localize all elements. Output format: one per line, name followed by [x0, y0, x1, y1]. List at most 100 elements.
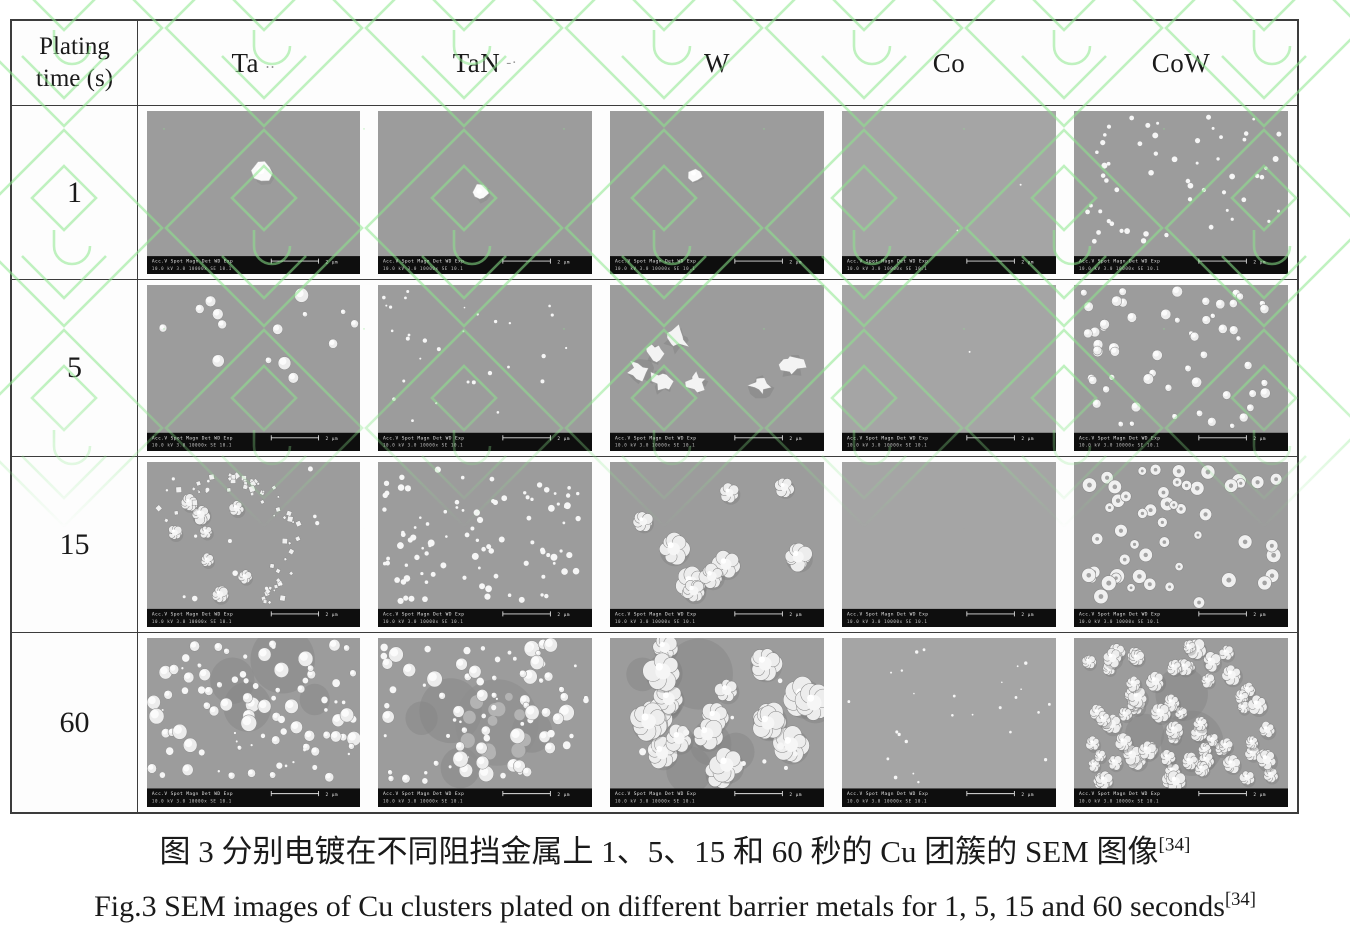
caption-english: Fig.3 SEM images of Cu clusters plated o… [0, 889, 1350, 924]
svg-text:Acc.V Spot Magn Det WD E: Acc.V Spot Magn Det WD Exp [383, 259, 464, 265]
caption-english-text: Fig.3 SEM images of Cu clusters plated o… [94, 890, 1225, 923]
svg-text:Acc.V Spot Magn Det WD E: Acc.V Spot Magn Det WD Exp [1079, 611, 1160, 617]
svg-text:Acc.V Spot Magn Det WD E: Acc.V Spot Magn Det WD Exp [847, 435, 928, 441]
svg-text:10.0 kV 3.0 10000x SE 10.1: 10.0 kV 3.0 10000x SE 10.1 [847, 799, 927, 804]
svg-text:2 μm: 2 μm [1253, 792, 1266, 798]
column-header-tan: TaN -· [369, 21, 601, 105]
svg-text:2 μm: 2 μm [789, 612, 802, 618]
sem-image-ta-15s: Acc.V Spot Magn Det WD Exp 10.0 kV 3.0 10… [147, 462, 360, 627]
corner-header-line1: Plating [39, 32, 110, 60]
svg-text:10.0 kV 3.0 10000x SE 10.1: 10.0 kV 3.0 10000x SE 10.1 [1079, 619, 1159, 624]
sem-image-w-5s: Acc.V Spot Magn Det WD Exp 10.0 kV 3.0 10… [610, 285, 824, 451]
svg-text:Acc.V Spot Magn Det WD E: Acc.V Spot Magn Det WD Exp [152, 435, 233, 441]
sem-cell-tan-15s: Acc.V Spot Magn Det WD Exp 10.0 kV 3.0 10… [369, 456, 601, 632]
svg-text:2 μm: 2 μm [1021, 612, 1034, 618]
column-header-co: Co [833, 21, 1065, 105]
svg-text:2 μm: 2 μm [557, 792, 570, 798]
sem-image-ta-5s: Acc.V Spot Magn Det WD Exp 10.0 kV 3.0 10… [147, 285, 360, 451]
sem-cell-ta-1s: Acc.V Spot Magn Det WD Exp 10.0 kV 3.0 10… [137, 105, 369, 279]
svg-text:2 μm: 2 μm [1253, 436, 1266, 442]
svg-text:2 μm: 2 μm [1021, 792, 1034, 798]
svg-text:10.0 kV 3.0 10000x SE 10.1: 10.0 kV 3.0 10000x SE 10.1 [383, 799, 463, 804]
sem-cell-cow-15s: Acc.V Spot Magn Det WD Exp 10.0 kV 3.0 10… [1065, 456, 1297, 632]
sem-cell-cow-1s: Acc.V Spot Magn Det WD Exp 10.0 kV 3.0 10… [1065, 105, 1297, 279]
svg-text:Acc.V Spot Magn Det WD E: Acc.V Spot Magn Det WD Exp [383, 435, 464, 441]
svg-text:10.0 kV 3.0 10000x SE 10.1: 10.0 kV 3.0 10000x SE 10.1 [383, 619, 463, 624]
sem-cell-co-5s: Acc.V Spot Magn Det WD Exp 10.0 kV 3.0 10… [833, 279, 1065, 456]
svg-text:10.0 kV 3.0 10000x SE 10.1: 10.0 kV 3.0 10000x SE 10.1 [615, 799, 695, 804]
row-header-5s: 5 [12, 279, 137, 456]
svg-text:Acc.V Spot Magn Det WD E: Acc.V Spot Magn Det WD Exp [152, 611, 233, 617]
sem-cell-w-60s: Acc.V Spot Magn Det WD Exp 10.0 kV 3.0 10… [601, 632, 833, 812]
sem-image-w-60s: Acc.V Spot Magn Det WD Exp 10.0 kV 3.0 10… [610, 638, 824, 807]
sem-image-tan-5s: Acc.V Spot Magn Det WD Exp 10.0 kV 3.0 10… [378, 285, 592, 451]
corner-header-plating-time: Plating time (s) [12, 21, 137, 105]
row-label: 15 [59, 527, 90, 561]
sem-cell-w-15s: Acc.V Spot Magn Det WD Exp 10.0 kV 3.0 10… [601, 456, 833, 632]
svg-text:2 μm: 2 μm [557, 436, 570, 442]
svg-text:Acc.V Spot Magn Det WD E: Acc.V Spot Magn Det WD Exp [615, 435, 696, 441]
svg-text:10.0 kV 3.0 10000x SE 10.1: 10.0 kV 3.0 10000x SE 10.1 [383, 266, 463, 271]
svg-text:2 μm: 2 μm [325, 792, 337, 798]
sem-image-co-60s: Acc.V Spot Magn Det WD Exp 10.0 kV 3.0 10… [842, 638, 1056, 807]
sem-cell-w-5s: Acc.V Spot Magn Det WD Exp 10.0 kV 3.0 10… [601, 279, 833, 456]
caption-chinese: 图 3 分别电镀在不同阻挡金属上 1、5、15 和 60 秒的 Cu 团簇的 S… [0, 826, 1350, 871]
svg-text:10.0 kV 3.0 10000x SE 10.1: 10.0 kV 3.0 10000x SE 10.1 [152, 799, 232, 804]
sem-image-tan-60s: Acc.V Spot Magn Det WD Exp 10.0 kV 3.0 10… [378, 638, 592, 807]
svg-text:2 μm: 2 μm [789, 436, 802, 442]
figure-table: Plating time (s) Ta ‥ TaN -· W Co CoW 1 … [10, 19, 1299, 814]
sem-cell-ta-60s: Acc.V Spot Magn Det WD Exp 10.0 kV 3.0 10… [137, 632, 369, 812]
svg-text:2 μm: 2 μm [557, 259, 570, 265]
corner-header-line2: time (s) [35, 65, 114, 92]
svg-text:2 μm: 2 μm [1021, 259, 1034, 265]
caption-english-reference: [34] [1224, 889, 1256, 910]
svg-text:2 μm: 2 μm [1021, 436, 1034, 442]
caption-chinese-text: 图 3 分别电镀在不同阻挡金属上 1、5、15 和 60 秒的 Cu 团簇的 S… [159, 834, 1159, 869]
svg-text:2 μm: 2 μm [1253, 612, 1266, 618]
svg-text:10.0 kV 3.0 10000x SE 10.1: 10.0 kV 3.0 10000x SE 10.1 [847, 619, 927, 624]
sem-image-ta-60s: Acc.V Spot Magn Det WD Exp 10.0 kV 3.0 10… [147, 638, 360, 807]
svg-text:10.0 kV 3.0 10000x SE 10.1: 10.0 kV 3.0 10000x SE 10.1 [847, 443, 927, 448]
sem-cell-tan-5s: Acc.V Spot Magn Det WD Exp 10.0 kV 3.0 10… [369, 279, 601, 456]
svg-text:Acc.V Spot Magn Det WD E: Acc.V Spot Magn Det WD Exp [383, 611, 464, 617]
caption-chinese-reference: [34] [1158, 834, 1191, 856]
svg-text:Acc.V Spot Magn Det WD E: Acc.V Spot Magn Det WD Exp [152, 791, 233, 797]
sem-image-cow-60s: Acc.V Spot Magn Det WD Exp 10.0 kV 3.0 10… [1074, 638, 1288, 807]
svg-text:10.0 kV 3.0 10000x SE 10.1: 10.0 kV 3.0 10000x SE 10.1 [615, 619, 695, 624]
svg-text:2 μm: 2 μm [789, 792, 802, 798]
scan-artifact-mark: ‥ [265, 55, 276, 72]
svg-text:Acc.V Spot Magn Det WD E: Acc.V Spot Magn Det WD Exp [152, 259, 233, 265]
column-header-label: CoW [1151, 47, 1211, 78]
sem-image-co-15s: Acc.V Spot Magn Det WD Exp 10.0 kV 3.0 10… [842, 462, 1056, 627]
svg-text:10.0 kV 3.0 10000x SE 10.1: 10.0 kV 3.0 10000x SE 10.1 [152, 266, 232, 271]
row-label: 1 [67, 175, 82, 209]
sem-image-cow-15s: Acc.V Spot Magn Det WD Exp 10.0 kV 3.0 10… [1074, 462, 1288, 627]
row-header-15s: 15 [12, 456, 137, 632]
sem-cell-co-15s: Acc.V Spot Magn Det WD Exp 10.0 kV 3.0 10… [833, 456, 1065, 632]
svg-text:Acc.V Spot Magn Det WD E: Acc.V Spot Magn Det WD Exp [1079, 259, 1160, 265]
row-label: 5 [67, 351, 82, 384]
svg-text:2 μm: 2 μm [789, 259, 802, 265]
sem-cell-tan-60s: Acc.V Spot Magn Det WD Exp 10.0 kV 3.0 10… [369, 632, 601, 812]
sem-cell-co-1s: Acc.V Spot Magn Det WD Exp 10.0 kV 3.0 10… [833, 105, 1065, 279]
column-header-ta: Ta ‥ [137, 21, 369, 105]
sem-cell-co-60s: Acc.V Spot Magn Det WD Exp 10.0 kV 3.0 10… [833, 632, 1065, 812]
svg-text:10.0 kV 3.0 10000x SE 10.1: 10.0 kV 3.0 10000x SE 10.1 [1079, 799, 1159, 804]
sem-image-tan-15s: Acc.V Spot Magn Det WD Exp 10.0 kV 3.0 10… [378, 462, 592, 627]
sem-cell-w-1s: Acc.V Spot Magn Det WD Exp 10.0 kV 3.0 10… [601, 105, 833, 279]
sem-cell-cow-5s: Acc.V Spot Magn Det WD Exp 10.0 kV 3.0 10… [1065, 279, 1297, 456]
svg-text:10.0 kV 3.0 10000x SE 10.1: 10.0 kV 3.0 10000x SE 10.1 [152, 443, 232, 448]
svg-text:Acc.V Spot Magn Det WD E: Acc.V Spot Magn Det WD Exp [1079, 435, 1160, 441]
column-header-label: Ta [231, 47, 260, 78]
sem-cell-ta-5s: Acc.V Spot Magn Det WD Exp 10.0 kV 3.0 10… [137, 279, 369, 456]
svg-text:Acc.V Spot Magn Det WD E: Acc.V Spot Magn Det WD Exp [615, 259, 696, 265]
svg-text:Acc.V Spot Magn Det WD E: Acc.V Spot Magn Det WD Exp [847, 259, 928, 265]
row-header-1s: 1 [12, 105, 137, 279]
svg-text:Acc.V Spot Magn Det WD E: Acc.V Spot Magn Det WD Exp [847, 611, 928, 617]
sem-cell-cow-60s: Acc.V Spot Magn Det WD Exp 10.0 kV 3.0 10… [1065, 632, 1297, 812]
